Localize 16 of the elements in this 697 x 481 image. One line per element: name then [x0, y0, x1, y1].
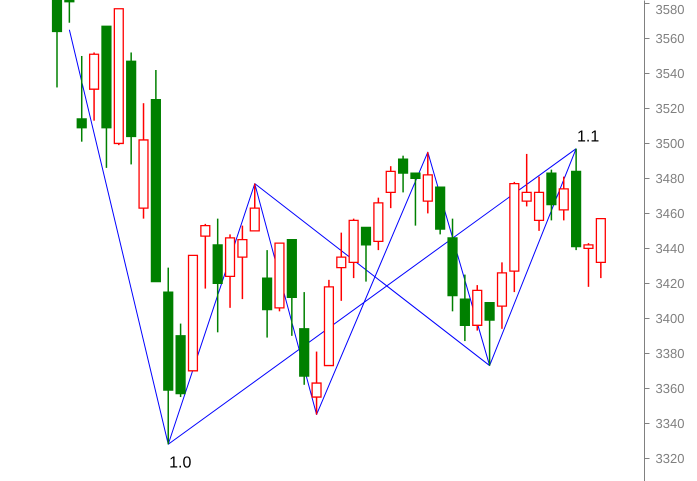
y-tick-label: 3400: [656, 310, 684, 326]
y-tick-label: 3340: [656, 416, 684, 431]
y-tick-label: 3360: [656, 380, 684, 396]
y-tick-label: 3460: [656, 206, 684, 221]
y-tick-label: 3440: [656, 240, 684, 256]
annotation: 1.0: [169, 454, 192, 472]
y-tick-label: 3580: [656, 2, 684, 17]
y-tick-label: 3520: [656, 100, 684, 116]
y-tick-label: 3380: [656, 346, 684, 361]
y-tick-label: 3500: [656, 136, 684, 151]
y-tick-label: 3560: [656, 30, 684, 46]
y-tick-label: 3540: [656, 66, 684, 81]
y-tick-label: 3320: [656, 450, 684, 466]
y-tick-label: 3480: [656, 170, 684, 186]
y-tick-label: 3420: [656, 276, 684, 291]
annotation: 1.1: [576, 128, 600, 146]
